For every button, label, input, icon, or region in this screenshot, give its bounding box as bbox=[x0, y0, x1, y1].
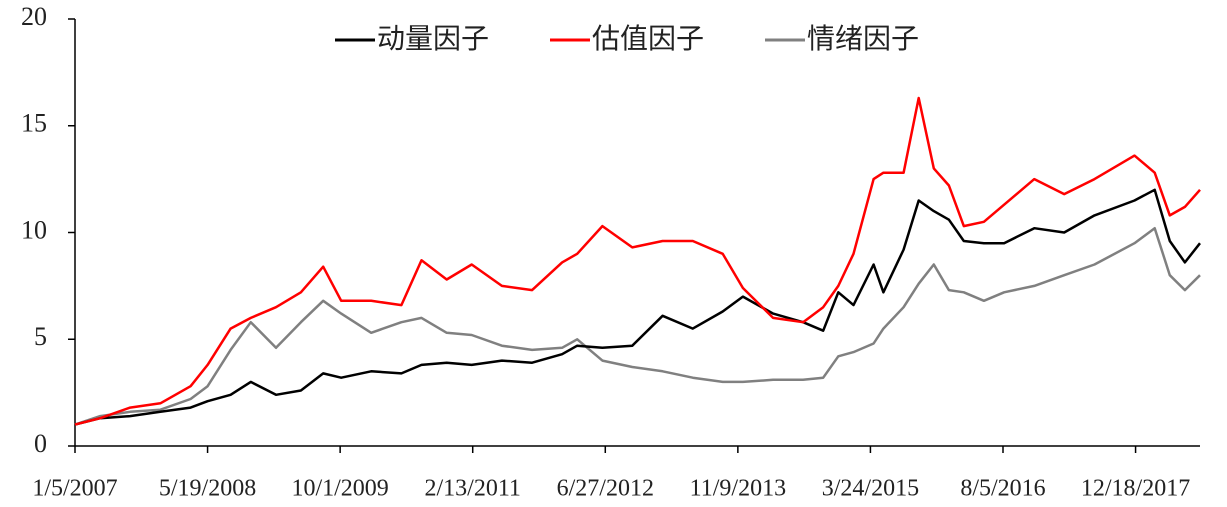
x-tick-label: 11/9/2013 bbox=[690, 476, 786, 502]
series-line bbox=[74, 226, 1201, 426]
series-line bbox=[74, 96, 1201, 426]
x-tick-label: 12/18/2017 bbox=[1081, 476, 1190, 502]
x-tick-label: 5/19/2008 bbox=[159, 476, 256, 502]
y-tick-label: 5 bbox=[34, 322, 47, 351]
x-tick-label: 10/1/2009 bbox=[291, 476, 388, 502]
legend-label: 估值因子 bbox=[592, 22, 704, 55]
legend-label: 情绪因子 bbox=[807, 22, 919, 55]
y-tick-label: 20 bbox=[21, 2, 47, 31]
legend-label: 动量因子 bbox=[377, 22, 489, 55]
y-tick-label: 0 bbox=[34, 429, 47, 458]
x-tick-label: 6/27/2012 bbox=[557, 476, 654, 502]
x-tick-label: 2/13/2011 bbox=[424, 476, 520, 502]
y-tick-label: 15 bbox=[21, 109, 47, 138]
series-line bbox=[74, 188, 1201, 426]
x-tick-label: 8/5/2016 bbox=[960, 476, 1045, 502]
y-tick-label: 10 bbox=[21, 215, 47, 244]
x-tick-label: 3/24/2015 bbox=[822, 476, 919, 502]
x-tick-label: 1/5/2007 bbox=[32, 476, 117, 502]
